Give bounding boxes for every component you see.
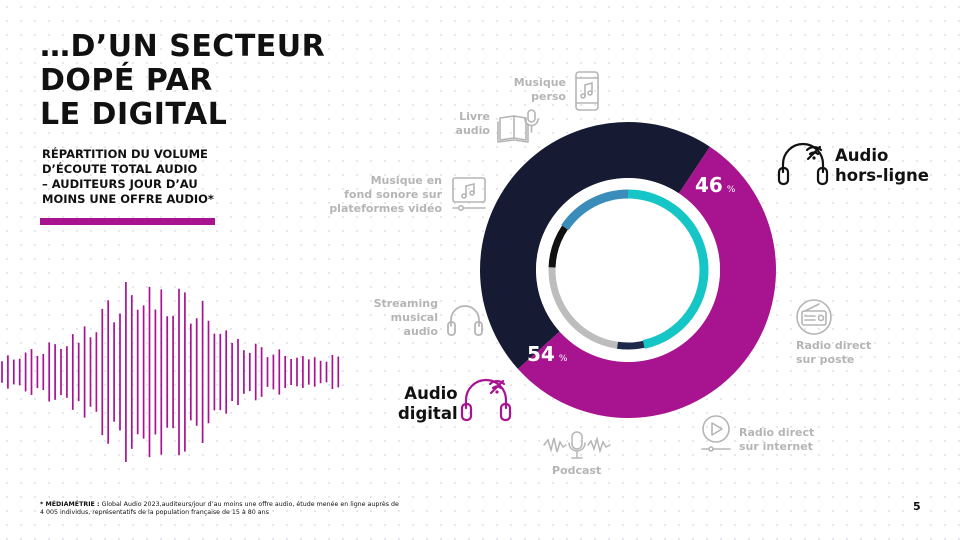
donut-hole — [536, 178, 720, 362]
category-line: musical — [390, 311, 438, 324]
inner-ring-arc — [548, 267, 618, 349]
category-line: plateformes vidéo — [329, 202, 442, 215]
donut-slice-offline — [479, 121, 710, 370]
play-circle-icon — [701, 415, 731, 452]
smartphone-music-icon — [575, 71, 599, 111]
category-line: Radio direct — [739, 426, 815, 439]
donut-chart — [479, 121, 776, 418]
category-streaming: Streaming musical audio — [362, 297, 438, 339]
footnote-source: * MÉDIAMÉTRIE : — [40, 501, 100, 508]
legend-offline-line: hors-ligne — [835, 166, 929, 185]
title-line: …D’UN SECTEUR — [40, 29, 326, 64]
radio-icon — [796, 299, 832, 335]
category-line: sur internet — [739, 440, 813, 453]
sound-wave-graphic — [1, 281, 340, 463]
category-line: perso — [531, 90, 566, 103]
microphone-icon — [543, 431, 611, 459]
legend-digital-line: digital — [398, 404, 458, 423]
category-radio-internet: Radio direct sur internet — [739, 426, 814, 454]
accent-bar — [40, 218, 215, 225]
title-line: LE DIGITAL — [40, 97, 228, 132]
subtitle-line: D’ÉCOUTE TOTAL AUDIO — [42, 162, 198, 176]
subtitle-line: MOINS UNE OFFRE AUDIO* — [42, 192, 214, 206]
category-radio-poste: Radio direct sur poste — [796, 339, 871, 367]
category-line: fond sonore sur — [344, 188, 442, 201]
category-line: Livre — [459, 110, 490, 123]
digital-percent-unit: % — [558, 354, 568, 364]
chart-subtitle: RÉPARTITION DU VOLUME D’ÉCOUTE TOTAL AUD… — [42, 147, 214, 207]
video-music-icon — [452, 177, 486, 211]
category-line: audio — [455, 124, 490, 137]
subtitle-line: – AUDITEURS JOUR D’AU — [42, 177, 198, 191]
offline-percent-unit: % — [726, 185, 736, 195]
headphones-icon — [447, 305, 483, 336]
title-line: DOPÉ PAR — [40, 63, 213, 98]
category-fond-sonore: Musique en fond sonore sur plateformes v… — [322, 174, 442, 216]
category-line: Radio direct — [796, 339, 872, 352]
category-line: Musique — [513, 76, 566, 89]
digital-percent-label: 54% — [527, 342, 567, 366]
inner-ring-arc — [616, 340, 645, 350]
category-line: audio — [403, 325, 438, 338]
footnote-text: Global Audio 2023,auditeurs/jour d’au mo… — [40, 501, 399, 516]
inner-ring-arc — [561, 189, 629, 231]
digital-percent-value: 54 — [527, 342, 555, 366]
category-podcast: Podcast — [552, 464, 601, 478]
inner-ring-arc — [548, 225, 568, 268]
category-line: sur poste — [796, 353, 855, 366]
offline-percent-value: 46 — [695, 173, 723, 197]
legend-digital-line: Audio — [404, 384, 458, 403]
legend-offline-line: Audio — [835, 146, 889, 165]
headphones-wifi-icon — [460, 378, 512, 422]
source-footnote: * MÉDIAMÉTRIE : Global Audio 2023,audite… — [40, 501, 400, 517]
subtitle-line: RÉPARTITION DU VOLUME — [42, 147, 208, 161]
offline-percent-label: 46% — [695, 173, 735, 197]
legend-offline: Audio hors-ligne — [835, 146, 929, 186]
category-line: Musique en — [370, 174, 442, 187]
category-livre-audio: Livre audio — [440, 110, 490, 138]
category-line: Streaming — [373, 297, 438, 310]
inner-ring-arc — [627, 189, 709, 349]
category-musique-perso: Musique perso — [500, 76, 566, 104]
category-line: Podcast — [552, 464, 602, 477]
page-number: 5 — [913, 500, 921, 513]
audiobook-icon — [497, 109, 539, 143]
page-title: …D’UN SECTEUR DOPÉ PAR LE DIGITAL — [40, 30, 325, 132]
headphones-wifi-icon — [777, 142, 829, 186]
legend-digital: Audio digital — [398, 384, 458, 424]
donut-slice-digital — [518, 146, 776, 418]
